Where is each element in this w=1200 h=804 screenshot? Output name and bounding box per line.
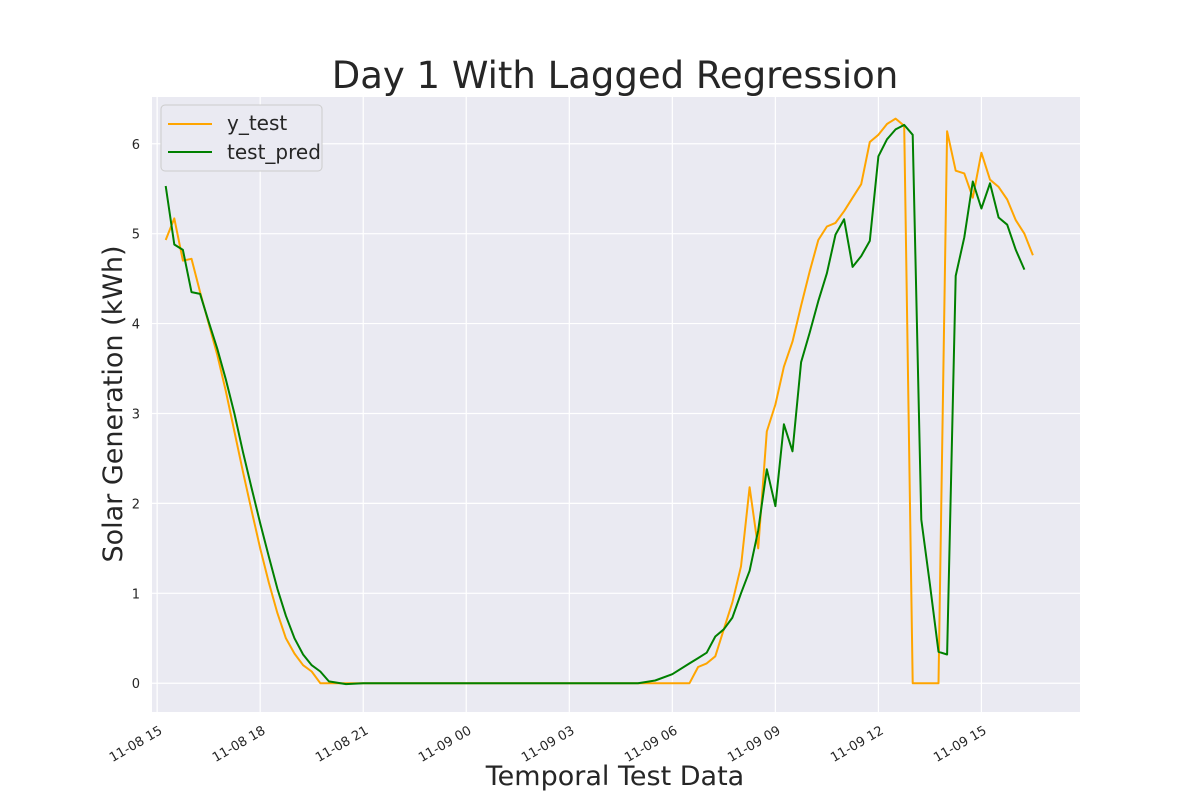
x-axis-label: Temporal Test Data: [485, 761, 744, 792]
y-tick-label: 0: [132, 677, 140, 692]
legend-label-y-test: y_test: [227, 111, 287, 135]
y-tick-label: 4: [132, 318, 140, 333]
x-tick-label: 11-09 12: [828, 723, 886, 765]
series-line-y-test: [164, 117, 1034, 685]
x-tick-label: 11-09 15: [931, 723, 989, 765]
y-tick-label: 6: [132, 138, 140, 153]
series-line-test-pred: [164, 123, 1026, 686]
y-axis-label: Solar Generation (kWh): [98, 245, 129, 562]
grid-lines: [152, 97, 1080, 712]
plot-area: [152, 97, 1080, 712]
legend: y_test test_pred: [160, 104, 323, 172]
chart-title: Day 1 With Lagged Regression: [332, 54, 899, 97]
y-tick-label: 5: [132, 228, 140, 243]
x-tick-label: 11-09 09: [725, 723, 783, 765]
y-tick-label: 2: [132, 497, 140, 512]
x-tick-label: 11-08 21: [313, 723, 371, 765]
x-tick-label: 11-08 18: [210, 723, 268, 765]
y-tick-label: 1: [132, 587, 140, 602]
x-tick-label: 11-09 06: [622, 723, 680, 765]
x-tick-label: 11-08 15: [107, 723, 165, 765]
y-tick-label: 3: [132, 407, 140, 422]
x-tick-label: 11-09 00: [416, 723, 474, 765]
series-lines: [164, 117, 1034, 686]
x-tick-label: 11-09 03: [519, 723, 577, 765]
legend-label-test-pred: test_pred: [227, 140, 321, 164]
legend-box: [160, 104, 323, 172]
